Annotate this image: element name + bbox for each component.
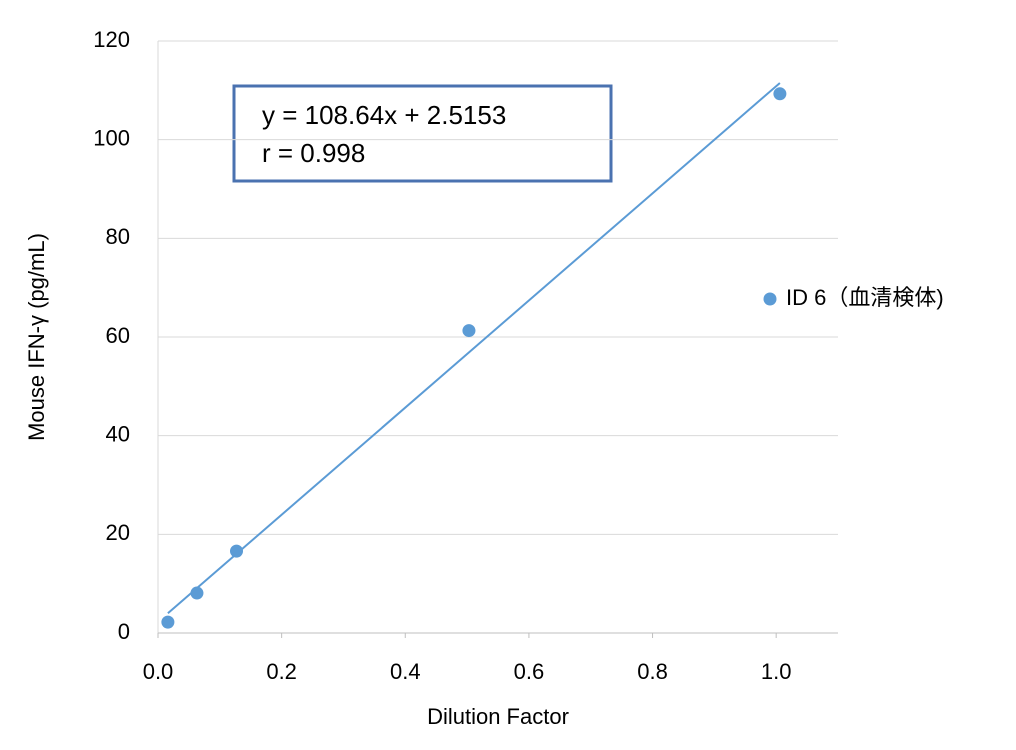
- trendline: [167, 82, 781, 615]
- y-tick-label: 120: [93, 27, 130, 52]
- x-axis-label: Dilution Factor: [427, 704, 569, 729]
- data-point: [190, 586, 204, 600]
- y-tick-label: 20: [106, 520, 130, 545]
- equation-box: [232, 84, 613, 183]
- y-tick-label: 100: [93, 125, 130, 150]
- y-axis-label: Mouse IFN-γ (pg/mL): [24, 233, 49, 441]
- x-tick-label: 0.8: [637, 659, 668, 684]
- data-point: [462, 324, 476, 338]
- x-tick-label: 0.2: [266, 659, 297, 684]
- legend-marker: [763, 292, 777, 306]
- x-tick-label: 0.4: [390, 659, 421, 684]
- y-tick-label: 80: [106, 224, 130, 249]
- data-point: [773, 87, 787, 101]
- y-tick-label: 40: [106, 421, 130, 446]
- legend-label: ID 6（血清検体): [786, 285, 944, 310]
- y-tick-label: 60: [106, 323, 130, 348]
- correlation: r = 0.998: [262, 138, 365, 168]
- data-point: [230, 544, 244, 558]
- equation: y = 108.64x + 2.5153: [262, 100, 506, 130]
- data-point: [161, 615, 175, 629]
- x-tick-label: 0.0: [143, 659, 174, 684]
- x-tick-label: 1.0: [761, 659, 792, 684]
- y-tick-label: 0: [118, 619, 130, 644]
- x-tick-label: 0.6: [514, 659, 545, 684]
